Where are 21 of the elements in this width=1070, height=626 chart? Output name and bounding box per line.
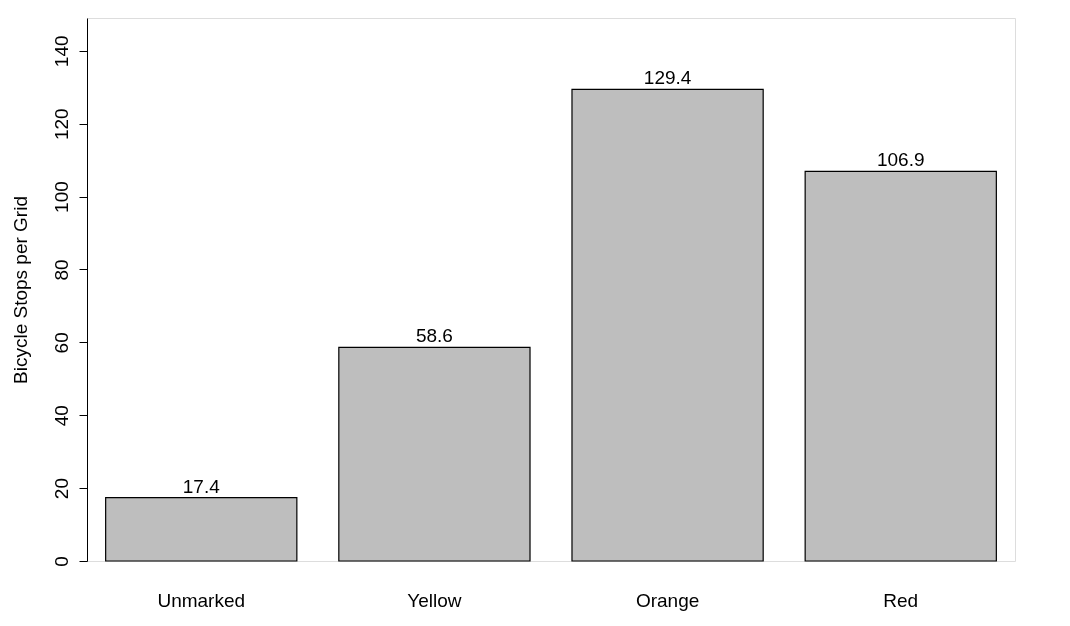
y-tick-label: 60 xyxy=(50,332,72,354)
data-label: 106.9 xyxy=(876,149,925,171)
data-label: 129.4 xyxy=(643,67,692,89)
y-axis-title: Bicycle Stops per Grid xyxy=(9,196,31,384)
y-tick-label: 40 xyxy=(50,405,72,427)
data-label: 17.4 xyxy=(182,475,221,497)
bar xyxy=(804,170,997,562)
y-tick-label: 0 xyxy=(50,556,72,567)
y-tick-label: 120 xyxy=(50,108,72,141)
x-tick-label: Unmarked xyxy=(157,589,246,611)
bar xyxy=(105,496,298,562)
bar xyxy=(338,346,531,562)
y-tick-label: 140 xyxy=(50,35,72,68)
y-tick-label: 100 xyxy=(50,181,72,213)
bar xyxy=(571,88,764,562)
data-label: 58.6 xyxy=(415,325,453,347)
x-tick-label: Yellow xyxy=(407,589,462,611)
y-tick-label: 20 xyxy=(50,478,72,500)
y-tick-label: 80 xyxy=(50,259,72,281)
x-tick-label: Orange xyxy=(635,589,700,611)
x-tick-label: Red xyxy=(883,589,919,611)
